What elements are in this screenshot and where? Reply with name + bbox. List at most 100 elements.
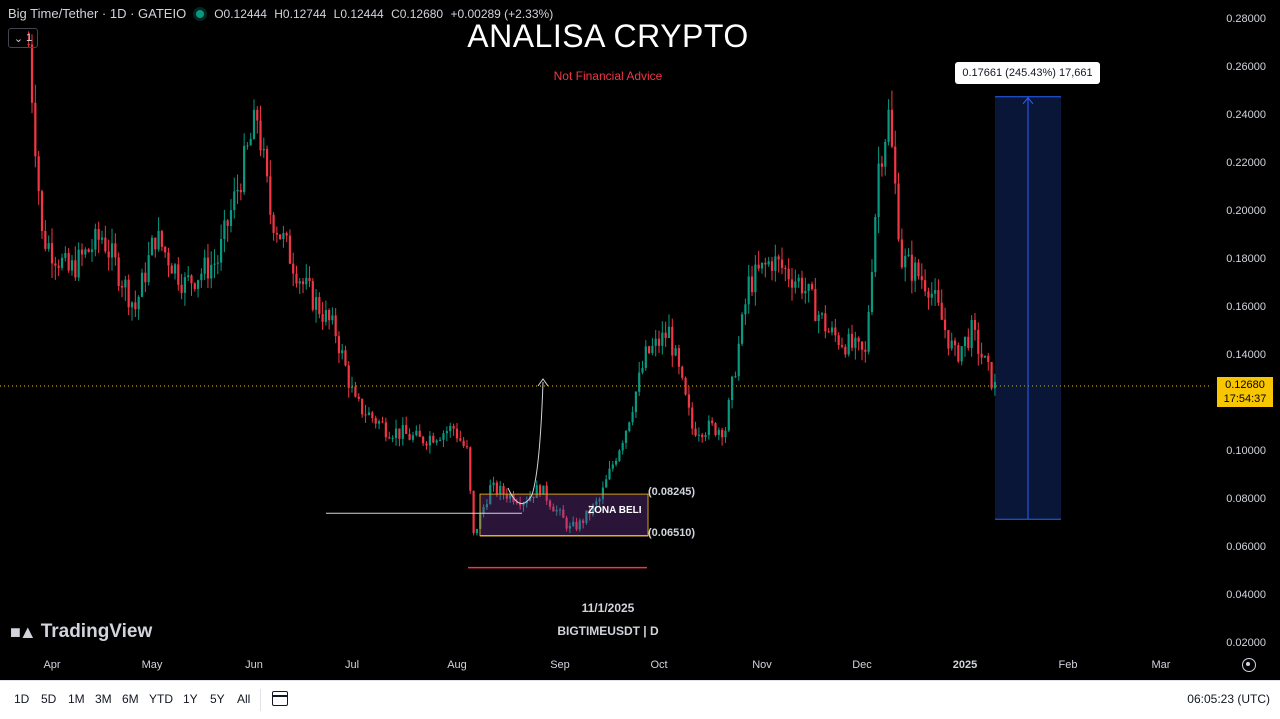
candle-body [784, 267, 787, 269]
candle-body [787, 268, 790, 280]
candle-body [993, 381, 997, 389]
candle-body [740, 314, 744, 344]
candle-body [953, 340, 957, 346]
drawings[interactable] [326, 96, 1061, 569]
symbol-title[interactable]: Big Time/Tether · 1D · GATEIO [8, 6, 187, 21]
candle-body [418, 430, 421, 437]
candle-body [67, 253, 70, 271]
candle-body [730, 376, 734, 400]
candle-body [572, 521, 575, 526]
price-tick-label: 0.10000 [1226, 445, 1266, 457]
candle-body [100, 237, 104, 240]
candle-body [601, 487, 604, 500]
candle-body [644, 346, 647, 368]
candle-body [545, 485, 548, 501]
candle-body [475, 528, 479, 534]
candle-body [110, 243, 114, 258]
candle-body [354, 386, 357, 397]
tradingview-logo[interactable]: ■▲ TradingView [10, 621, 152, 643]
measure-label[interactable]: 0.17661 (245.43%) 17,661 [955, 62, 1100, 84]
ohlc-values: O0.12444 H0.12744 L0.12444 C0.12680 +0.0… [214, 7, 557, 21]
candle-body [562, 509, 565, 518]
candle-body [219, 239, 223, 263]
candle-body [800, 277, 804, 294]
calendar-icon[interactable] [272, 691, 288, 706]
candle-body [575, 521, 578, 530]
candle-body [422, 436, 425, 444]
range-button-1y[interactable]: 1Y [183, 692, 198, 706]
candle-body [947, 330, 950, 349]
utc-clock[interactable]: 06:05:23 (UTC) [1187, 692, 1270, 706]
measure-arrow-head [1022, 97, 1034, 105]
candle-body [943, 319, 947, 331]
disclaimer-text: Not Financial Advice [553, 69, 663, 83]
candle-body [651, 345, 654, 353]
range-button-6m[interactable]: 6M [122, 692, 139, 706]
current-price-badge: 0.12680 17:54:37 [1217, 377, 1273, 407]
zone-label[interactable]: ZONA BELI [588, 505, 642, 516]
candle-body [243, 145, 246, 193]
range-button-3m[interactable]: 3M [95, 692, 112, 706]
candle-body [259, 120, 262, 151]
candle-body [120, 285, 124, 288]
range-button-5y[interactable]: 5Y [210, 692, 225, 706]
candle-body [767, 261, 770, 265]
candle-body [854, 337, 857, 348]
candle-body [770, 261, 774, 271]
candle-body [77, 249, 80, 278]
symbol-legend[interactable]: Big Time/Tether · 1D · GATEIO O0.12444 H… [8, 6, 557, 21]
price-tick-label: 0.22000 [1226, 157, 1266, 169]
candle-body [827, 331, 830, 333]
range-button-all[interactable]: All [237, 692, 251, 706]
candle-body [127, 279, 130, 308]
price-tick-label: 0.24000 [1226, 109, 1266, 121]
collapse-indicators-button[interactable]: ⌄ 1 [8, 28, 38, 48]
candle-body [760, 262, 764, 269]
candle-body [937, 290, 940, 303]
candle-body [807, 284, 810, 291]
candle-body [265, 148, 269, 177]
candle-body [70, 260, 74, 271]
range-button-1d[interactable]: 1D [14, 692, 30, 706]
chart-area[interactable] [0, 0, 1210, 652]
candle-body [350, 386, 354, 388]
candle-body [334, 315, 337, 337]
candle-body [677, 348, 681, 367]
candle-body [180, 284, 183, 293]
candle-body [605, 479, 608, 488]
candle-body [780, 259, 784, 268]
candle-body [837, 335, 840, 346]
candle-body [940, 302, 943, 320]
candle-body [381, 421, 384, 423]
candle-body [611, 464, 614, 469]
settings-icon[interactable] [1242, 658, 1256, 672]
candle-body [50, 243, 54, 264]
candle-body [910, 254, 913, 281]
time-tick-label: Mar [1151, 659, 1171, 671]
candle-body [275, 232, 278, 235]
projection-curve [507, 381, 544, 504]
time-tick-label: May [141, 659, 163, 671]
candle-body [97, 228, 100, 240]
candle-body [411, 435, 415, 440]
candle-body [252, 109, 256, 139]
candle-body [525, 501, 528, 504]
candle-body [638, 372, 641, 392]
range-button-ytd[interactable]: YTD [149, 692, 173, 706]
candle-body [578, 520, 581, 530]
candle-body [282, 233, 285, 240]
candle-body [588, 510, 591, 515]
price-tick-label: 0.16000 [1226, 301, 1266, 313]
price-tick-label: 0.28000 [1226, 13, 1266, 25]
price-tick-label: 0.02000 [1226, 637, 1266, 649]
range-button-1m[interactable]: 1M [68, 692, 85, 706]
bottom-toolbar: 1D 5D 1M 3M 6M YTD 1Y 5Y All 06:05:23 (UTC) [0, 680, 1280, 719]
tradingview-mark-icon: ■▲ [10, 621, 37, 642]
price-tick-label: 0.08000 [1226, 493, 1266, 505]
time-axis[interactable]: Apr May Jun Jul Aug Sep Oct Nov Dec 2025 Feb Mar [0, 652, 1280, 678]
price-axis[interactable]: 0.28000 0.26000 0.24000 0.22000 0.20000 0.180… [1210, 0, 1280, 652]
candle-body [272, 214, 275, 233]
price-chart[interactable] [0, 0, 1210, 652]
range-button-5d[interactable]: 5D [41, 692, 57, 706]
candle-body [874, 217, 877, 273]
